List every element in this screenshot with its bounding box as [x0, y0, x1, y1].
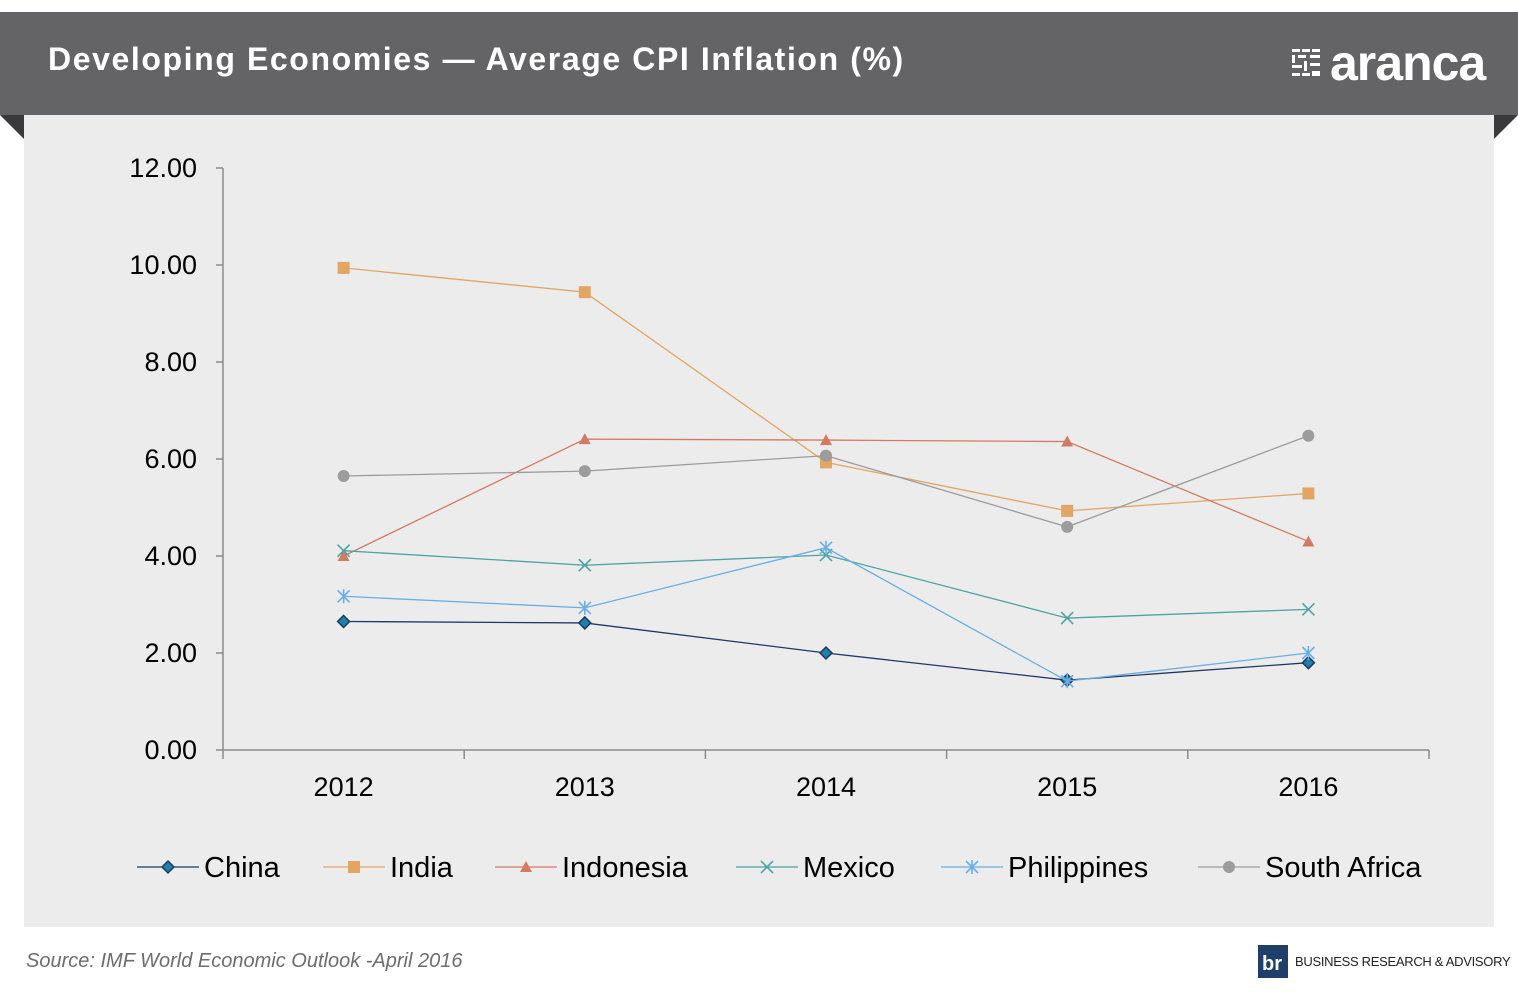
point-philippines — [1060, 674, 1074, 689]
y-tick-label: 0.00 — [144, 735, 197, 765]
point-south-africa — [1061, 520, 1074, 533]
series-line-mexico — [343, 550, 1309, 619]
point-south-africa — [578, 465, 591, 478]
chart-panel: 0.00 2.00 4.00 6.00 8.00 10.00 12.00 2012 2013 20… — [24, 115, 1494, 927]
y-tick-label: 2.00 — [144, 638, 197, 668]
series-line-india — [343, 267, 1309, 512]
point-indonesia — [1302, 535, 1315, 547]
header-fold-right — [1494, 115, 1518, 139]
point-indonesia — [337, 550, 350, 561]
x-tick-label: 2016 — [1278, 772, 1338, 802]
point-philippines — [578, 600, 592, 615]
header-fold-left — [0, 115, 24, 139]
x-tick-label: 2012 — [314, 772, 374, 802]
legend-marker-indonesia — [520, 861, 532, 872]
point-china — [336, 614, 351, 629]
point-indonesia — [820, 434, 832, 446]
legend-marker-mexico — [760, 860, 774, 874]
point-philippines — [819, 540, 833, 555]
legend-marker-india — [348, 861, 360, 873]
point-china — [818, 645, 834, 661]
y-tick-label: 10.00 — [129, 250, 197, 280]
br-logo-icon: br — [1258, 945, 1288, 978]
header-bar — [0, 12, 1518, 115]
y-tick-label: 12.00 — [129, 153, 197, 183]
legend-label-india: India — [390, 852, 454, 884]
y-tick-label: 8.00 — [144, 347, 197, 377]
legend-label-south-africa: South Africa — [1265, 852, 1422, 884]
point-south-africa — [820, 449, 832, 462]
legend-label-philippines: Philippines — [1008, 852, 1148, 884]
point-mexico — [337, 544, 351, 558]
point-china — [1301, 655, 1316, 670]
page-title: Developing Economies — Average CPI Infla… — [48, 41, 905, 77]
br-tagline: BUSINESS RESEARCH & ADVISORY — [1295, 954, 1511, 969]
legend-label-mexico: Mexico — [803, 852, 895, 884]
point-india — [337, 261, 350, 274]
legend-label-china: China — [204, 852, 281, 884]
y-tick-label: 6.00 — [144, 444, 197, 474]
source-note: Source: IMF World Economic Outlook -Apri… — [26, 950, 463, 972]
legend-marker-china — [160, 859, 176, 875]
point-mexico — [1060, 611, 1074, 625]
point-mexico — [1301, 602, 1315, 616]
point-india — [1061, 504, 1074, 517]
logo-text: aranca — [1330, 35, 1486, 91]
point-philippines — [1301, 646, 1315, 660]
svg-text:br: br — [1262, 953, 1282, 975]
aranca-logo-icon — [1292, 49, 1320, 76]
y-tick-label: 4.00 — [144, 541, 197, 571]
point-india — [578, 286, 591, 299]
point-philippines — [337, 589, 351, 604]
point-mexico — [578, 558, 592, 572]
legend-marker-south-africa — [1223, 861, 1235, 873]
x-tick-label: 2013 — [555, 772, 615, 802]
x-tick-label: 2014 — [796, 772, 856, 802]
legend-marker-philippines — [965, 860, 979, 874]
point-indonesia — [1061, 435, 1074, 447]
point-south-africa — [1302, 429, 1315, 442]
aranca-logo: aranca — [1290, 35, 1486, 91]
point-south-africa — [337, 469, 350, 482]
x-tick-label: 2015 — [1037, 772, 1097, 802]
legend-label-indonesia: Indonesia — [562, 852, 689, 884]
point-indonesia — [578, 433, 591, 445]
point-india — [1302, 487, 1315, 500]
point-china — [577, 615, 592, 630]
line-chart: 0.00 2.00 4.00 6.00 8.00 10.00 12.00 2012 2013 20… — [129, 153, 1430, 884]
